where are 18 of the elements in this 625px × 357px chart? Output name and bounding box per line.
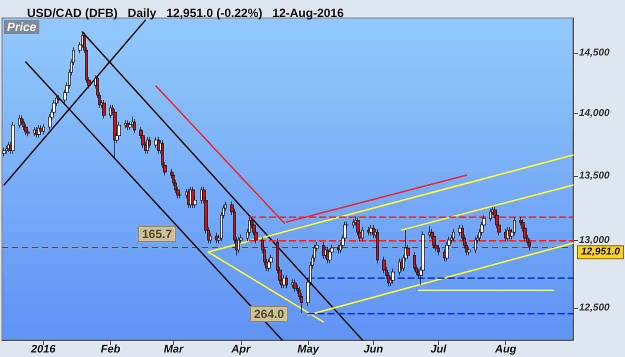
x-tick-label: May bbox=[297, 344, 320, 356]
annotation: 264.0 bbox=[254, 307, 284, 321]
y-tick-label: 12,500 bbox=[579, 302, 610, 314]
y-tick-label: 13,500 bbox=[579, 170, 610, 182]
y-tick-label: 14,000 bbox=[579, 108, 610, 119]
annotation: 165.7 bbox=[142, 227, 172, 241]
x-tick-label: Feb bbox=[100, 344, 121, 356]
annotation: Price bbox=[7, 20, 37, 34]
chart-title: USD/CAD (DFB) Daily 12,951.0 (-0.22%) 12-Aug-2016 bbox=[27, 6, 344, 20]
y-tick-label: 13,000 bbox=[579, 235, 610, 246]
x-tick-label: Jul bbox=[430, 344, 448, 356]
x-tick-label: Mar bbox=[164, 344, 184, 356]
x-tick-label: Jun bbox=[363, 344, 384, 356]
x-tick-label: 2016 bbox=[30, 344, 56, 356]
x-tick-label: Apr bbox=[230, 344, 252, 356]
x-tick-label: Aug bbox=[494, 344, 517, 356]
y-tick-label: 14,500 bbox=[579, 48, 610, 59]
ref-line-label: 12,951.0 bbox=[581, 246, 620, 258]
